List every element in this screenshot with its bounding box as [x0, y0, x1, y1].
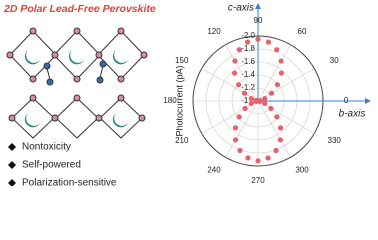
data-point [274, 114, 280, 120]
data-point [248, 100, 254, 107]
polar-plot: -2.0-1.8-1.6-1.4-1.2-1.00306090120150180… [163, 3, 371, 185]
bullet-icon [8, 143, 16, 151]
data-point [245, 155, 251, 161]
data-point [248, 95, 254, 102]
angle-tick-label: 330 [328, 136, 342, 145]
r-tick-label: -1.6 [241, 57, 255, 66]
spoke [257, 68, 315, 102]
title: 2D Polar Lead-Free Perovskite [3, 3, 156, 15]
bullet-icon [8, 161, 16, 169]
spoke [257, 100, 291, 158]
bullet-text: Polarization-sensitive [22, 178, 117, 186]
data-point [268, 105, 274, 112]
data-point [236, 47, 242, 53]
data-point [277, 137, 284, 143]
data-point [232, 137, 239, 143]
data-point [265, 155, 271, 161]
data-point [241, 90, 248, 96]
data-point [257, 98, 263, 104]
spoke [201, 100, 259, 134]
r-tick-label: -1.8 [241, 44, 255, 53]
data-point [253, 98, 259, 104]
data-point [235, 82, 242, 88]
r-tick-label: -1.2 [241, 83, 255, 92]
spoke [201, 68, 259, 102]
angle-tick-label: 300 [295, 165, 309, 174]
data-point [232, 125, 239, 131]
bullet-list: Nontoxicity Self-powered Polarization-sens… [8, 142, 117, 186]
arrow-head [255, 3, 261, 9]
angle-tick-label: 60 [298, 27, 307, 36]
data-point [265, 39, 271, 45]
spoke [257, 100, 315, 134]
page: {"title": "2D Polar Lead-Free Perovskite… [3, 2, 371, 186]
data-point [268, 90, 275, 96]
r-tick-label: -2.0 [241, 31, 255, 40]
data-point [237, 147, 243, 154]
arrow-head [365, 98, 371, 104]
r-tick-label: -1.4 [241, 70, 255, 79]
axis-annotation: c-axis [228, 3, 254, 14]
angle-tick-label: 180 [163, 96, 177, 105]
data-point [274, 82, 281, 88]
bullet-icon [8, 179, 16, 186]
data-point [242, 105, 248, 112]
bullet-text: Self-powered [22, 160, 81, 171]
spoke [257, 44, 291, 102]
data-point [274, 47, 280, 53]
angle-tick-label: 120 [207, 27, 221, 36]
bullet-text: Nontoxicity [22, 142, 71, 153]
data-point [255, 158, 261, 164]
axis-annotation: b-axis [339, 109, 366, 120]
angle-tick-label: 240 [207, 165, 221, 174]
data-point [278, 70, 284, 76]
data-point [255, 36, 261, 42]
data-point [262, 95, 268, 102]
data-point [232, 58, 238, 64]
r-tick-label: -1.0 [241, 96, 255, 105]
graphic: 2D Polar Lead-Free Perovskite Nontoxicit… [3, 3, 371, 186]
spoke [225, 44, 259, 102]
data-point [278, 58, 284, 64]
data-point [273, 147, 279, 154]
y-axis-label: Photocurrent (pA) [174, 65, 184, 136]
angle-tick-label: 30 [330, 56, 339, 65]
crystal-structure [6, 27, 148, 139]
angle-tick-label: 150 [175, 56, 189, 65]
angle-tick-label: 270 [251, 176, 265, 185]
data-point [245, 39, 251, 45]
spoke [225, 100, 259, 158]
data-point [232, 70, 238, 76]
angle-tick-label: 210 [175, 136, 189, 145]
data-point [236, 114, 242, 120]
data-point [277, 125, 284, 131]
data-point [262, 100, 268, 107]
